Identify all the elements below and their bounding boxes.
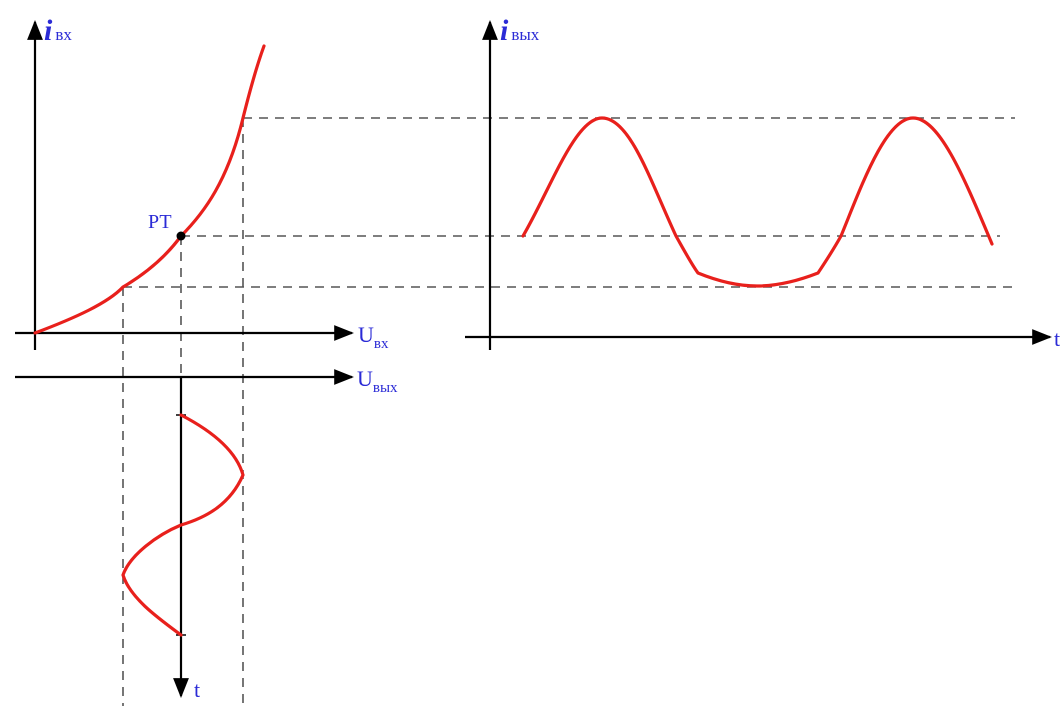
guide-lines (122, 117, 1015, 706)
output-current-wave (521, 116, 994, 288)
curves (33, 44, 994, 637)
left-y-axis-label: i вх (44, 14, 72, 47)
operating-point-label: РТ (148, 211, 172, 233)
left-x-axis-label: Uвх (358, 322, 389, 352)
axes (15, 20, 1052, 698)
input-sine-wave (121, 413, 245, 637)
time-axis-label: t (194, 677, 200, 702)
operating-point-dot (176, 231, 186, 241)
right-y-axis-label: i вых (500, 14, 540, 47)
right-x-axis-label: t (1054, 326, 1060, 351)
output-axis-label: Uвых (357, 366, 398, 396)
input-characteristic-curve (33, 44, 266, 335)
